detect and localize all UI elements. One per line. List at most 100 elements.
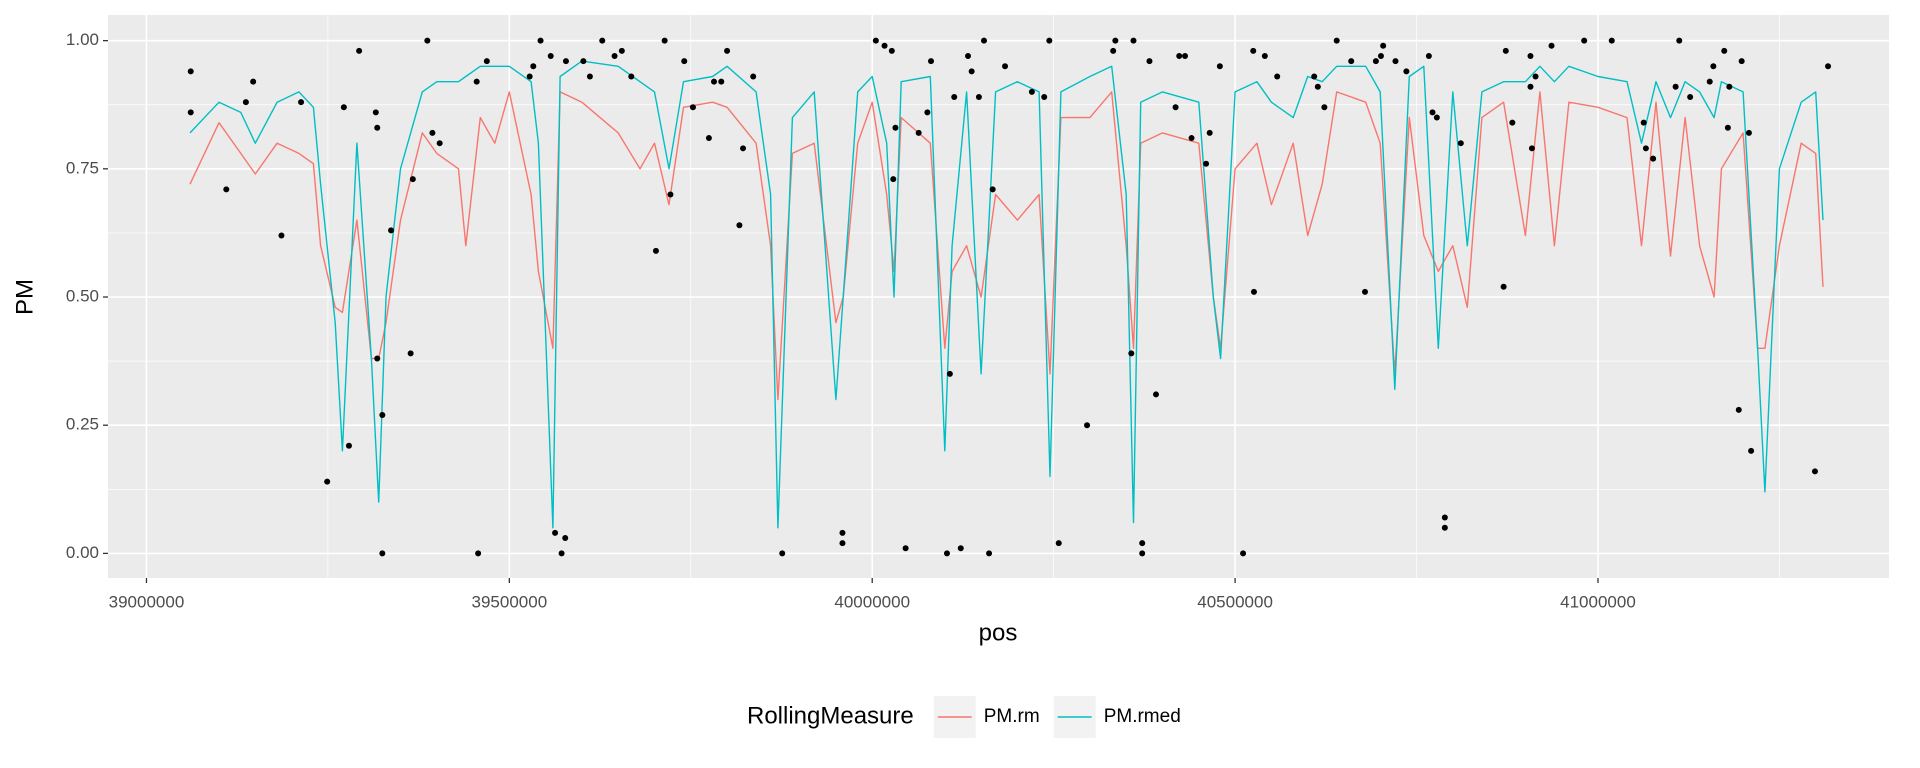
point <box>1676 37 1683 44</box>
point <box>1392 58 1399 65</box>
point <box>1532 73 1539 80</box>
point <box>250 78 257 85</box>
point <box>562 535 569 542</box>
point <box>356 47 363 54</box>
point <box>1250 288 1257 295</box>
point <box>1724 124 1731 131</box>
point <box>1441 514 1448 521</box>
point <box>779 550 786 557</box>
point <box>1548 42 1555 49</box>
point <box>1527 53 1534 60</box>
point <box>1745 129 1752 136</box>
point <box>1433 114 1440 121</box>
point <box>1706 78 1713 85</box>
point <box>1172 104 1179 111</box>
point <box>424 37 431 44</box>
point <box>1046 37 1053 44</box>
point <box>628 73 635 80</box>
point <box>915 129 922 136</box>
point <box>1429 109 1436 116</box>
point <box>1130 37 1137 44</box>
point <box>562 58 569 65</box>
point <box>1710 63 1717 70</box>
point <box>1206 129 1213 136</box>
point <box>1041 94 1048 101</box>
point <box>872 37 879 44</box>
point <box>989 186 996 193</box>
point <box>379 411 386 418</box>
point <box>1642 145 1649 152</box>
point <box>547 53 554 60</box>
point <box>1500 283 1507 290</box>
point <box>1188 135 1195 142</box>
point <box>1152 391 1159 398</box>
point <box>537 37 544 44</box>
point <box>618 47 625 54</box>
point <box>736 222 743 229</box>
point <box>1002 63 1009 70</box>
point <box>388 227 395 234</box>
point <box>1176 53 1183 60</box>
point <box>409 176 416 183</box>
point <box>924 109 931 116</box>
point <box>187 68 194 75</box>
point <box>711 78 718 85</box>
point <box>1055 540 1062 547</box>
point <box>1527 83 1534 90</box>
point <box>1380 42 1387 49</box>
point <box>1509 119 1516 126</box>
point <box>661 37 668 44</box>
point <box>1250 47 1257 54</box>
point <box>839 529 846 536</box>
point <box>374 355 381 362</box>
point <box>374 124 381 131</box>
y-axis-title: PM <box>11 279 38 315</box>
point <box>892 124 899 131</box>
point <box>881 42 888 49</box>
point <box>928 58 935 65</box>
point <box>1825 63 1832 70</box>
point <box>379 550 386 557</box>
point <box>1240 550 1247 557</box>
point <box>1748 447 1755 454</box>
point <box>968 68 975 75</box>
point <box>1372 58 1379 65</box>
y-tick-label: 0.75 <box>66 158 99 177</box>
point <box>436 140 443 147</box>
point <box>552 529 559 536</box>
point <box>599 37 606 44</box>
x-axis-title: pos <box>979 619 1018 646</box>
point <box>1581 37 1588 44</box>
point <box>1348 58 1355 65</box>
point <box>586 73 593 80</box>
point <box>1528 145 1535 152</box>
point <box>1403 68 1410 75</box>
point <box>1084 422 1091 429</box>
legend-label: PM.rmed <box>1104 706 1181 727</box>
point <box>1321 104 1328 111</box>
point <box>652 247 659 254</box>
point <box>324 478 331 485</box>
point <box>1146 58 1153 65</box>
point <box>1216 63 1223 70</box>
point <box>1441 524 1448 531</box>
point <box>1139 540 1146 547</box>
y-tick-label: 0.50 <box>66 286 99 305</box>
point <box>1028 88 1035 95</box>
point <box>1811 468 1818 475</box>
point <box>705 135 712 142</box>
point <box>530 63 537 70</box>
point <box>473 78 480 85</box>
point <box>1608 37 1615 44</box>
point <box>1139 550 1146 557</box>
point <box>1362 288 1369 295</box>
y-tick-label: 0.00 <box>66 543 99 562</box>
point <box>902 545 909 552</box>
point <box>187 109 194 116</box>
line-series <box>189 60 1824 529</box>
point <box>1261 53 1268 60</box>
point <box>890 176 897 183</box>
point <box>483 58 490 65</box>
point <box>1640 119 1647 126</box>
